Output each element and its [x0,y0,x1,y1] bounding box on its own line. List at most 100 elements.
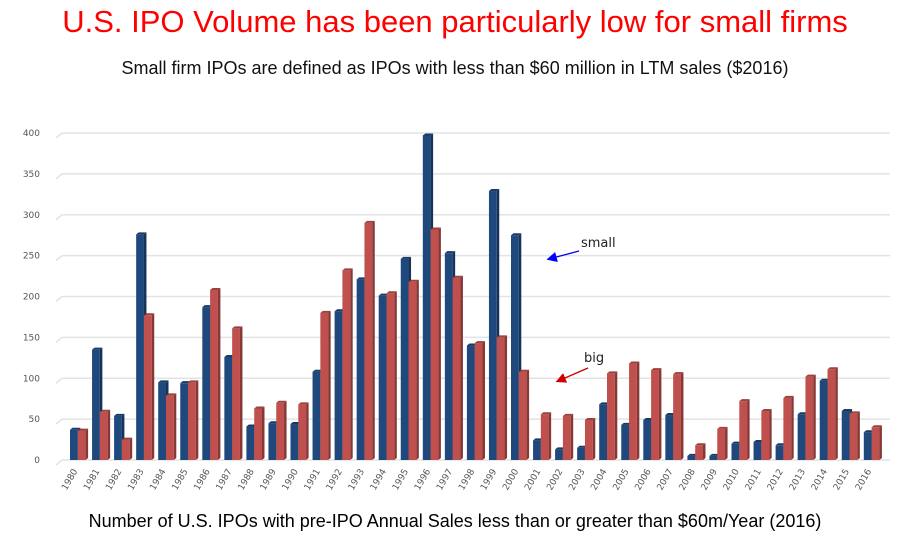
bar-face [797,414,806,460]
bar-top [158,380,169,383]
bar-top [731,441,742,444]
bar-face [210,289,218,460]
bar-side [504,335,508,460]
bar-side [416,279,419,460]
x-tick-label: 1988 [237,467,257,492]
bar-top [143,313,155,316]
bar-side [438,227,441,460]
bar-top [99,409,111,412]
bar-top [298,402,309,405]
y-tick-label: 100 [23,374,40,384]
bar-face [364,222,373,460]
bar-face [356,279,365,460]
x-tick-label: 2006 [634,467,654,492]
bar-big-2008 [695,443,706,460]
bar-big-1995 [408,279,419,460]
bar-top [584,417,596,420]
x-tick-label: 1994 [369,467,389,492]
x-axis-ticks: 1980 1981 1982 1983 1984 1985 1986 1987 1988 1989… [60,467,874,492]
bar-face [643,419,652,460]
bar-top [254,406,265,409]
bar-big-2012 [783,395,794,460]
bar-face [849,413,858,460]
bar-top [378,293,389,296]
x-tick-label: 1981 [82,468,102,493]
bar-big-1994 [386,291,397,460]
x-tick-label: 1992 [325,468,345,493]
x-tick-label: 1997 [435,468,455,493]
x-tick-label: 1991 [303,468,323,493]
bar-face [775,445,784,460]
bar-face [254,408,262,460]
bar-big-2000 [518,369,530,460]
bar-side [284,400,287,460]
bar-top [871,425,882,428]
bar-top [246,424,257,427]
bar-side [747,399,750,460]
bar-face [474,343,483,460]
bar-top [180,381,191,384]
bar-big-2011 [761,408,772,460]
bar-face [753,442,762,460]
bar-side [592,417,596,460]
y-tick-label: 150 [23,333,40,343]
bar-top [783,395,794,398]
bar-big-1989 [276,400,287,460]
bar-top [136,232,147,235]
bar-big-2009 [717,426,728,460]
bar-top [188,380,199,383]
bar-side [769,408,772,460]
bar-face [121,439,130,460]
annotation-small-label: small [581,236,616,251]
bar-side [460,275,463,460]
bar-face [188,382,196,460]
bar-top [849,411,860,414]
bar-face [158,382,166,460]
bar-face [232,328,240,460]
bar-big-1980 [77,428,89,460]
bar-face [466,345,475,460]
bar-face [511,235,519,460]
x-tick-label: 2011 [744,468,764,493]
bar-top [841,408,853,411]
bar-side [195,380,199,460]
x-tick-label: 1986 [193,467,213,492]
bar-side [614,371,618,460]
bar-side [548,412,552,460]
x-tick-label: 2016 [854,467,874,492]
bar-big-1991 [320,310,331,460]
bar-face [408,281,417,460]
bar-top [761,408,772,411]
x-tick-label: 2014 [810,467,830,492]
bar-side [306,402,309,460]
bar-top [290,422,301,425]
annotation-big-arrow [555,367,589,383]
x-tick-label: 2000 [501,467,521,492]
bar-top [488,189,500,192]
x-tick-label: 2001 [523,468,543,493]
bar-face [665,415,674,460]
y-axis-ticks: 0 50 100 150 200 250 300 350 400 [23,129,40,466]
bar-top [474,341,485,344]
gridline-depth [55,418,63,425]
bar-side [350,268,353,460]
bar-big-1993 [364,220,375,460]
x-tick-label: 1980 [60,467,80,492]
x-tick-label: 2012 [766,468,786,493]
bar-side [636,361,640,460]
bar-face [629,363,637,460]
bar-top [717,426,728,429]
bar-top [643,417,654,420]
bar-top [577,445,588,448]
bar-face [577,447,585,460]
bar-face [584,419,593,460]
bar-top [202,305,213,308]
bar-top [739,399,750,402]
bar-face [77,430,86,460]
bar-face [268,423,277,460]
bar-big-2015 [849,411,860,460]
bar-side [570,413,574,460]
bar-face [136,234,144,460]
bar-side [328,310,331,460]
